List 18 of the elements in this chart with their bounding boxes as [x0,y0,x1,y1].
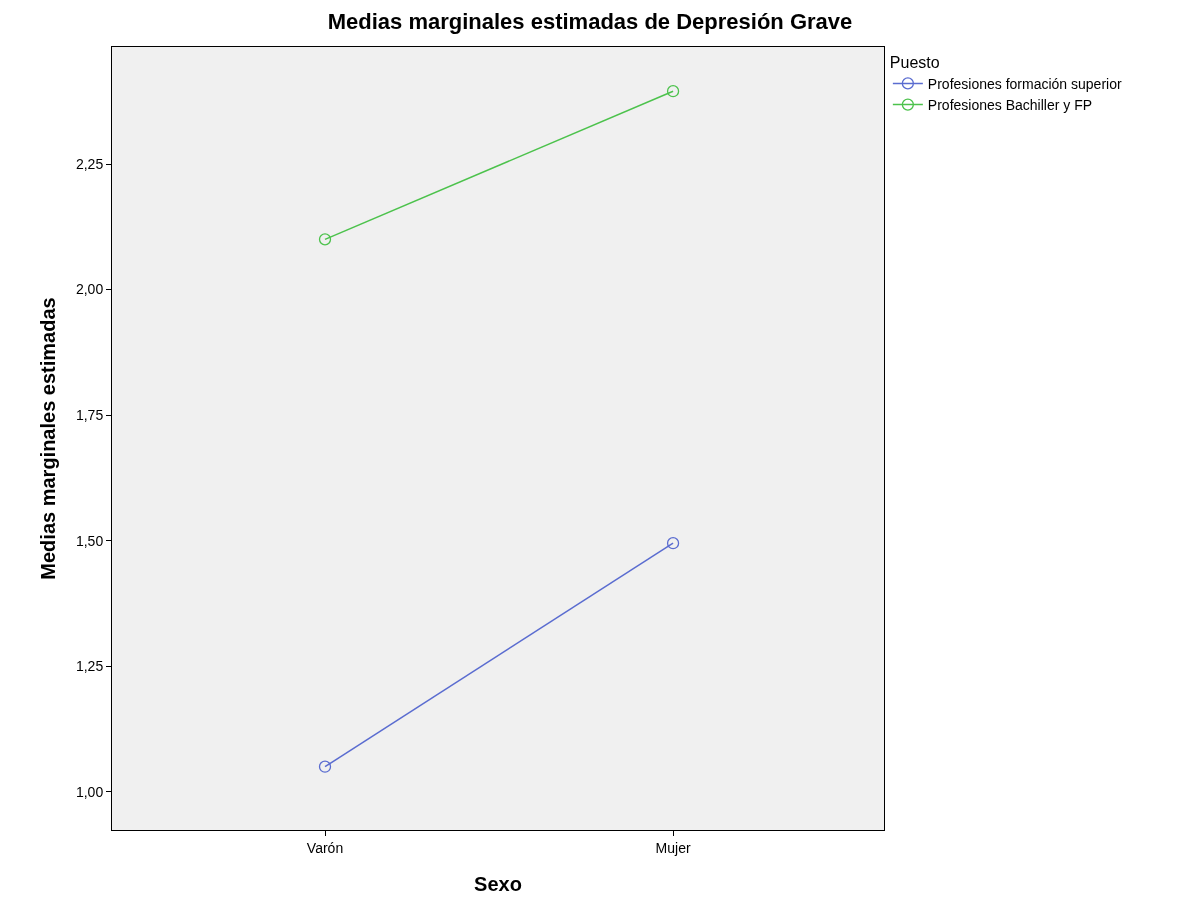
legend-label: Profesiones Bachiller y FP [927,97,1093,114]
y-tick-label: 1,75 [75,407,104,424]
chart-title: Medias marginales estimadas de Depresión Grave [327,9,853,35]
point [318,233,332,246]
legend-title: Puesto [889,53,940,71]
point [666,85,680,98]
y-tick-label: 2,25 [75,155,104,172]
x-axis-title: Sexo [474,873,522,896]
y-tick-label: 2,00 [75,281,104,298]
point [666,537,680,550]
point [318,760,332,773]
y-tick-label: 1,50 [75,532,104,549]
y-tick-label: 1,00 [75,783,104,800]
x-tick-label: Varón [306,839,344,856]
y-axis-title: Medias marginales estimadas [37,297,60,580]
legend-label: Profesiones formación superior [927,75,1122,92]
x-tick-label: Mujer [655,839,691,856]
y-tick-label: 1,25 [75,658,104,675]
